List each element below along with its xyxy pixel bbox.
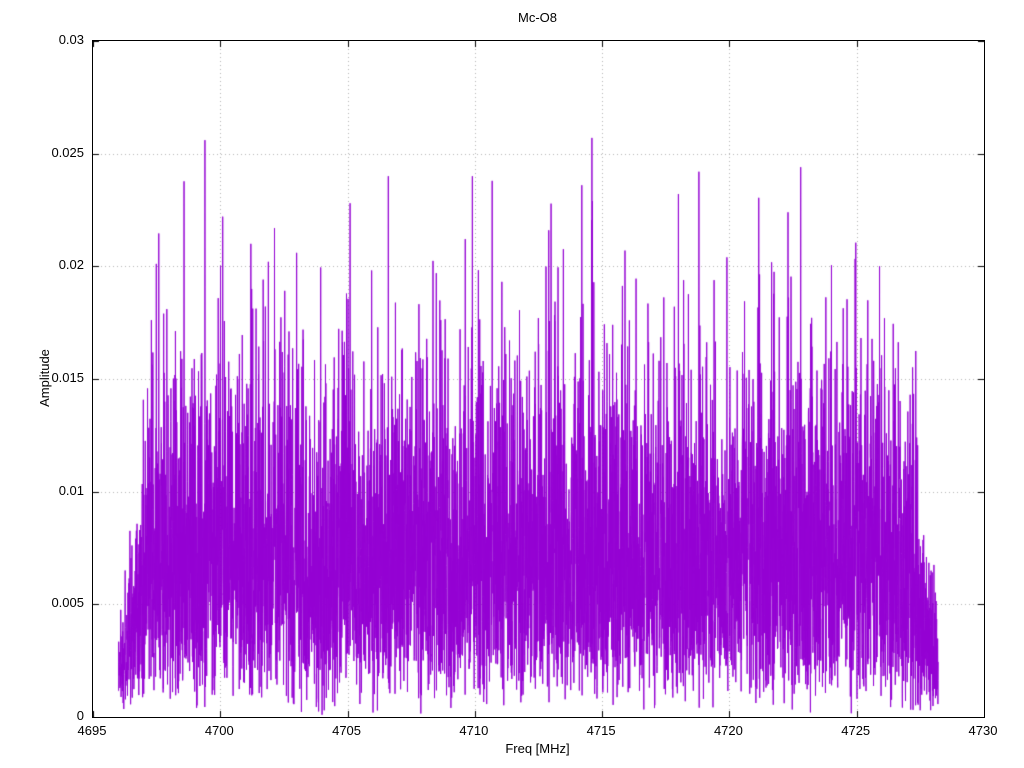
y-tick-label: 0.025 (51, 144, 84, 160)
x-tick-label: 4720 (713, 723, 743, 738)
y-tick-label: 0 (76, 708, 84, 723)
plot-area (92, 40, 985, 718)
x-tick-label: 4715 (586, 723, 616, 738)
chart-title: Mc-O8 (518, 10, 557, 25)
x-tick-label: 4725 (841, 723, 871, 738)
x-tick-label: 4730 (968, 723, 998, 738)
y-tick-label: 0.02 (58, 257, 84, 273)
x-tick-label: 4700 (204, 723, 234, 738)
x-tick-label: 4705 (332, 723, 362, 738)
plot-canvas (93, 41, 984, 717)
x-tick-label: 4695 (77, 723, 107, 738)
y-tick-label: 0.03 (58, 32, 84, 47)
y-tick-label: 0.015 (51, 370, 84, 385)
y-tick-label: 0.005 (51, 595, 84, 611)
x-axis-label: Freq [MHz] (505, 741, 570, 756)
x-tick-label: 4710 (459, 723, 489, 738)
y-tick-label: 0.01 (58, 482, 84, 498)
